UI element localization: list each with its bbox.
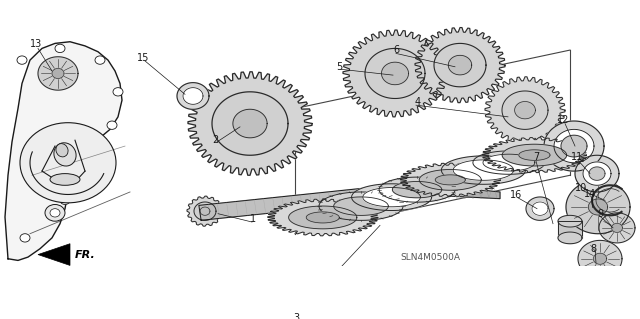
Polygon shape (612, 223, 622, 232)
Polygon shape (415, 27, 505, 103)
Circle shape (80, 138, 90, 146)
Polygon shape (363, 188, 420, 207)
Text: 2: 2 (212, 135, 218, 145)
Text: 13: 13 (30, 39, 42, 49)
Text: 6: 6 (393, 45, 399, 55)
Polygon shape (5, 42, 122, 260)
Polygon shape (558, 221, 582, 238)
Circle shape (60, 196, 70, 204)
Text: 14: 14 (584, 189, 596, 199)
Polygon shape (554, 130, 594, 163)
Text: 7: 7 (533, 152, 539, 162)
Circle shape (113, 88, 123, 96)
Polygon shape (583, 162, 611, 185)
Text: 5: 5 (336, 62, 342, 72)
Ellipse shape (54, 143, 76, 166)
Polygon shape (365, 48, 425, 99)
Circle shape (20, 234, 30, 242)
Polygon shape (200, 207, 210, 215)
Polygon shape (483, 137, 586, 173)
Text: 11: 11 (571, 152, 583, 162)
Polygon shape (442, 156, 525, 184)
Circle shape (45, 204, 65, 221)
Polygon shape (187, 196, 223, 226)
Circle shape (55, 44, 65, 53)
Circle shape (95, 56, 105, 64)
Polygon shape (558, 232, 582, 244)
Circle shape (50, 209, 60, 217)
Polygon shape (194, 202, 216, 220)
Polygon shape (485, 77, 565, 144)
Polygon shape (379, 177, 455, 202)
Polygon shape (593, 253, 607, 264)
Polygon shape (38, 244, 70, 265)
Polygon shape (419, 169, 481, 190)
Polygon shape (578, 241, 622, 277)
Polygon shape (532, 202, 548, 215)
Polygon shape (319, 192, 403, 220)
Polygon shape (52, 69, 64, 78)
Text: SLN4M0500A: SLN4M0500A (400, 253, 460, 262)
Polygon shape (400, 163, 500, 197)
Polygon shape (473, 151, 545, 174)
Polygon shape (177, 83, 209, 109)
Polygon shape (453, 160, 514, 180)
Text: 4: 4 (415, 97, 421, 107)
Polygon shape (566, 180, 630, 234)
Text: FR.: FR. (75, 250, 96, 260)
Polygon shape (502, 144, 566, 166)
Polygon shape (435, 175, 465, 185)
Polygon shape (561, 135, 587, 157)
Text: 1: 1 (250, 214, 256, 224)
Polygon shape (381, 62, 408, 85)
Polygon shape (307, 212, 339, 223)
Polygon shape (588, 199, 607, 215)
Polygon shape (483, 154, 535, 171)
Polygon shape (343, 30, 447, 117)
Polygon shape (448, 55, 472, 75)
Polygon shape (589, 167, 605, 180)
Polygon shape (188, 72, 312, 175)
Circle shape (107, 121, 117, 130)
Polygon shape (212, 92, 288, 155)
Text: 9: 9 (597, 209, 603, 219)
Polygon shape (289, 206, 357, 229)
Polygon shape (400, 182, 500, 199)
Polygon shape (575, 155, 619, 192)
Polygon shape (199, 180, 441, 220)
Polygon shape (526, 197, 554, 220)
Ellipse shape (50, 174, 80, 185)
Ellipse shape (56, 144, 68, 157)
Polygon shape (515, 101, 535, 119)
Polygon shape (333, 197, 388, 215)
Text: 3: 3 (293, 313, 299, 319)
Polygon shape (268, 199, 378, 236)
Polygon shape (183, 88, 203, 104)
Polygon shape (502, 91, 548, 130)
Polygon shape (38, 57, 78, 90)
Polygon shape (392, 182, 442, 198)
Text: 12: 12 (557, 115, 569, 125)
Polygon shape (544, 121, 604, 171)
Polygon shape (434, 43, 486, 87)
Polygon shape (351, 184, 431, 211)
Circle shape (17, 56, 27, 64)
Polygon shape (558, 215, 582, 227)
Circle shape (20, 123, 116, 203)
Text: 8: 8 (590, 244, 596, 254)
Text: 15: 15 (137, 53, 149, 63)
Text: 10: 10 (575, 183, 587, 193)
Polygon shape (519, 150, 550, 160)
Polygon shape (599, 213, 635, 243)
Polygon shape (233, 109, 267, 138)
Text: 16: 16 (510, 190, 522, 200)
